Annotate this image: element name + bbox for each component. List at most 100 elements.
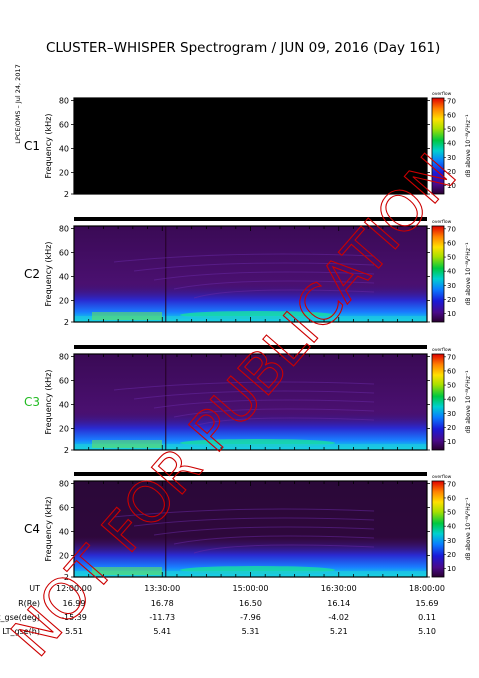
ephemeris-value: 12:00:00 — [56, 584, 92, 593]
ephemeris-value: 16.14 — [327, 599, 350, 608]
colorbar-tick-label: 70 — [447, 353, 456, 361]
y-tick-label: 20 — [59, 168, 69, 177]
emission-patch — [92, 440, 162, 448]
chorus-streak — [113, 253, 375, 263]
y-tick-label: 2 — [64, 190, 69, 199]
ephemeris-row-label: UT — [29, 584, 40, 593]
colorbar-tick-label: 60 — [447, 494, 456, 502]
colorbar-tick-label: 60 — [447, 239, 456, 247]
time-bar — [74, 217, 427, 221]
colorbar-top-text: overflow — [432, 347, 452, 353]
y-tick-label: 20 — [59, 424, 69, 433]
y-tick-label: 60 — [59, 248, 69, 257]
ephemeris-value: 18:00:00 — [409, 584, 445, 593]
ephemeris-value: -4.02 — [328, 613, 349, 622]
colorbar-tick-label: 30 — [447, 537, 456, 545]
satellite-label: C1 — [24, 139, 40, 153]
colorbar-tick-label: 10 — [447, 182, 456, 190]
chorus-streak — [153, 526, 375, 536]
chorus-streak — [173, 408, 375, 418]
colorbar-tick-label: 20 — [447, 551, 456, 559]
panel-c3: 2 20 40 60 80 Frequency (kHz) C3 overflow 10 20 30… — [24, 345, 472, 455]
colorbar — [431, 353, 445, 451]
colorbar-tick-label: 10 — [447, 438, 456, 446]
y-tick-label: 2 — [64, 446, 69, 455]
y-tick-label: 60 — [59, 503, 69, 512]
colorbar-tick-label: 50 — [447, 509, 456, 517]
colorbar-label: dB above 10⁻⁸V²Hz⁻¹ — [465, 497, 472, 561]
colorbar-tick-label: 70 — [447, 97, 456, 105]
chorus-streak — [133, 390, 375, 400]
y-tick-label: 40 — [59, 527, 69, 536]
satellite-label: C3 — [24, 395, 40, 409]
y-tick-label: 80 — [59, 479, 69, 488]
emission-patch — [92, 312, 162, 320]
ephemeris-value: -15.39 — [61, 613, 87, 622]
y-tick-label: 80 — [59, 224, 69, 233]
ephemeris-value: 15.69 — [416, 599, 439, 608]
colorbar-top-text: overflow — [432, 474, 452, 480]
y-tick-label: 2 — [64, 573, 69, 582]
chorus-streak — [193, 544, 375, 554]
y-tick-label: 20 — [59, 551, 69, 560]
colorbar-label: dB above 10⁻⁸V²Hz⁻¹ — [465, 114, 472, 178]
colorbar — [431, 97, 445, 195]
panel-c4: 2 20 40 60 80 Frequency (kHz) C4 overflow 10 20 30… — [24, 472, 472, 582]
colorbar-tick-label: 20 — [447, 296, 456, 304]
ephemeris-value: 5.10 — [418, 627, 436, 636]
chorus-streak — [153, 271, 375, 281]
colorbar-tick-label: 70 — [447, 480, 456, 488]
colorbar-top-text: overflow — [432, 219, 452, 225]
ephemeris-value: 5.41 — [153, 627, 171, 636]
chorus-streak — [173, 535, 375, 545]
chorus-streak — [193, 417, 375, 427]
chorus-streak — [193, 289, 375, 299]
y-axis-label: Frequency (kHz) — [44, 497, 53, 562]
colorbar-tick-label: 10 — [447, 310, 456, 318]
colorbar-label: dB above 10⁻⁸V²Hz⁻¹ — [465, 242, 472, 306]
colorbar-tick-label: 30 — [447, 154, 456, 162]
colorbar-tick-label: 30 — [447, 282, 456, 290]
chorus-streak — [133, 262, 375, 272]
ephemeris-value: 5.31 — [242, 627, 260, 636]
colorbar-tick-label: 70 — [447, 225, 456, 233]
chorus-streak — [113, 381, 375, 391]
ephemeris-row-label: Lat_gse(deg) — [0, 613, 40, 622]
ephemeris-value: 13:30:00 — [144, 584, 180, 593]
time-bar — [74, 345, 427, 349]
chart-title: CLUSTER–WHISPER Spectrogram / JUN 09, 20… — [46, 40, 441, 56]
satellite-label: C2 — [24, 267, 40, 281]
colorbar-tick-label: 50 — [447, 254, 456, 262]
y-tick-label: 80 — [59, 352, 69, 361]
y-tick-label: 40 — [59, 400, 69, 409]
no-data-area — [74, 98, 427, 194]
colorbar-tick-label: 40 — [447, 396, 456, 404]
chorus-streak — [133, 517, 375, 527]
colorbar-tick-label: 50 — [447, 382, 456, 390]
y-tick-label: 40 — [59, 144, 69, 153]
ephemeris-value: 16:30:00 — [321, 584, 357, 593]
colorbar-tick-label: 50 — [447, 126, 456, 134]
emission-patch — [92, 567, 162, 575]
ephemeris-value: -11.73 — [149, 613, 175, 622]
colorbar-tick-label: 30 — [447, 410, 456, 418]
colorbar-tick-label: 20 — [447, 168, 456, 176]
chorus-streak — [153, 399, 375, 409]
satellite-label: C4 — [24, 522, 40, 536]
panel-c1: 2 20 40 60 80 Frequency (kHz) C1 overflow 10 20 30… — [24, 91, 472, 199]
ephemeris-value: 0.11 — [418, 613, 436, 622]
panels-layer: 2 20 40 60 80 Frequency (kHz) C1 overflow 10 20 30… — [24, 91, 472, 582]
y-axis-label: Frequency (kHz) — [44, 370, 53, 435]
colorbar-tick-label: 40 — [447, 140, 456, 148]
colorbar-label: dB above 10⁻⁸V²Hz⁻¹ — [465, 370, 472, 434]
y-tick-label: 2 — [64, 318, 69, 327]
y-tick-label: 60 — [59, 376, 69, 385]
colorbar-tick-label: 20 — [447, 424, 456, 432]
chorus-streak — [173, 280, 375, 290]
panel-c2: 2 20 40 60 80 Frequency (kHz) C2 overflow 10 20 30… — [24, 217, 472, 327]
y-axis-label: Frequency (kHz) — [44, 242, 53, 307]
colorbar-tick-label: 10 — [447, 565, 456, 573]
ephemeris-table: UT 12:00:00 13:30:00 15:00:00 16:30:00 18:00:… — [0, 584, 445, 636]
ephemeris-value: 16.99 — [63, 599, 86, 608]
